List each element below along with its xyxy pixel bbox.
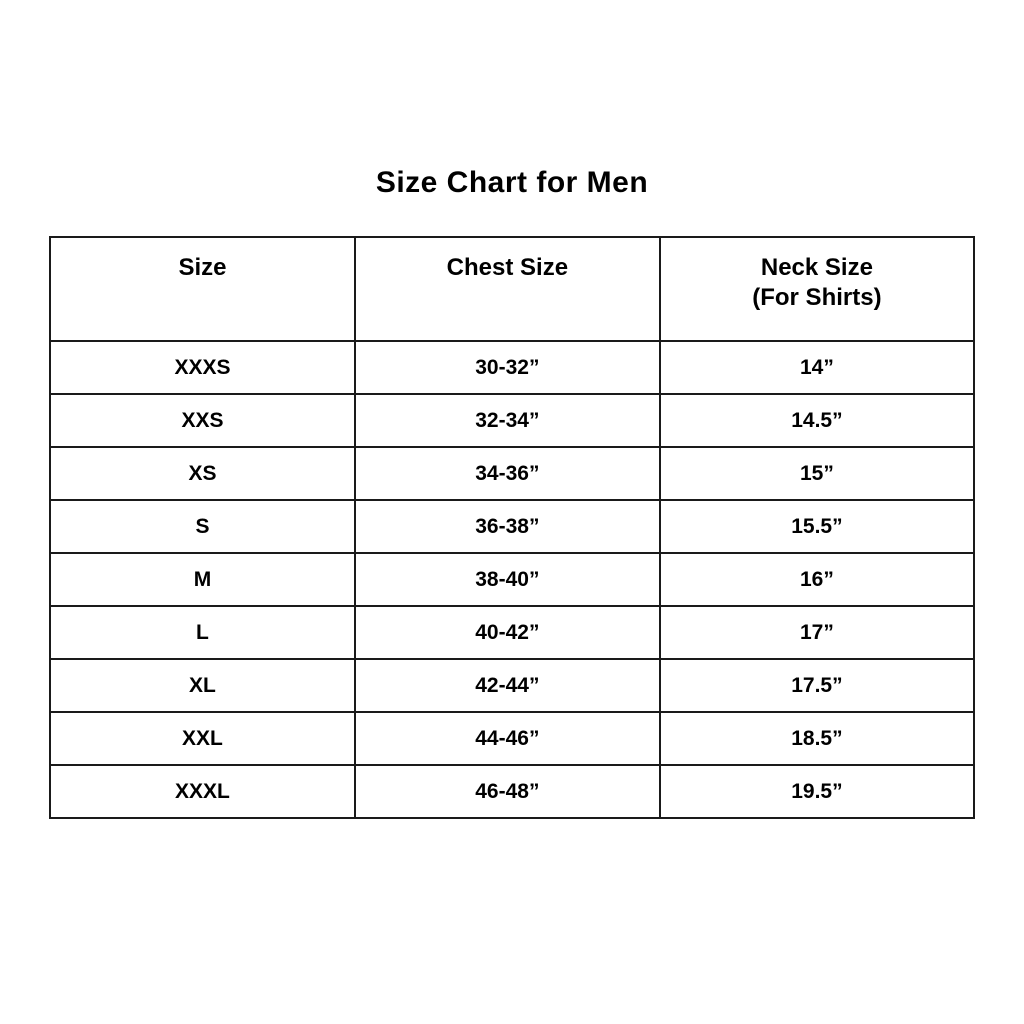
cell-chest-size: 46-48” bbox=[353, 764, 661, 819]
table-row: M 38-40” 16” bbox=[49, 552, 976, 607]
cell-chest-size: 42-44” bbox=[353, 658, 661, 713]
cell-size: L bbox=[49, 605, 356, 660]
table-row: XL 42-44” 17.5” bbox=[49, 658, 976, 713]
cell-chest-size: 38-40” bbox=[353, 552, 661, 607]
page-title: Size Chart for Men bbox=[375, 166, 649, 199]
column-header-neck-sublabel: (For Shirts) bbox=[752, 284, 882, 311]
table-row: XXL 44-46” 18.5” bbox=[49, 711, 976, 766]
size-chart-table: Size Chest Size Neck Size (For Shirts) X… bbox=[49, 236, 976, 819]
cell-size: M bbox=[49, 552, 356, 607]
table-body: XXXS 30-32” 14” XXS 32-34” 14.5” XS 34-3… bbox=[49, 340, 976, 819]
column-header-size: Size bbox=[49, 236, 356, 342]
cell-chest-size: 36-38” bbox=[353, 499, 661, 554]
column-header-neck-label: Neck Size bbox=[760, 254, 873, 281]
cell-neck-size: 17.5” bbox=[658, 658, 976, 713]
table-row: XS 34-36” 15” bbox=[49, 446, 976, 501]
table-row: XXS 32-34” 14.5” bbox=[49, 393, 976, 448]
column-header-size-label: Size bbox=[178, 254, 227, 281]
cell-neck-size: 18.5” bbox=[658, 711, 976, 766]
cell-size: XXS bbox=[49, 393, 356, 448]
cell-chest-size: 44-46” bbox=[353, 711, 661, 766]
cell-neck-size: 19.5” bbox=[658, 764, 976, 819]
cell-neck-size: 14” bbox=[658, 340, 976, 395]
cell-neck-size: 14.5” bbox=[658, 393, 976, 448]
cell-size: XL bbox=[49, 658, 356, 713]
cell-size: XXXL bbox=[49, 764, 356, 819]
column-header-neck-size: Neck Size (For Shirts) bbox=[658, 236, 976, 342]
cell-size: XXXS bbox=[49, 340, 356, 395]
cell-chest-size: 32-34” bbox=[353, 393, 661, 448]
cell-neck-size: 16” bbox=[658, 552, 976, 607]
cell-size: S bbox=[49, 499, 356, 554]
cell-neck-size: 15” bbox=[658, 446, 976, 501]
column-header-chest-label: Chest Size bbox=[446, 254, 569, 281]
cell-chest-size: 40-42” bbox=[353, 605, 661, 660]
cell-chest-size: 34-36” bbox=[353, 446, 661, 501]
column-header-chest-size: Chest Size bbox=[353, 236, 661, 342]
cell-size: XXL bbox=[49, 711, 356, 766]
table-row: XXXS 30-32” 14” bbox=[49, 340, 976, 395]
cell-size: XS bbox=[49, 446, 356, 501]
table-row: S 36-38” 15.5” bbox=[49, 499, 976, 554]
table-row: XXXL 46-48” 19.5” bbox=[49, 764, 976, 819]
cell-neck-size: 15.5” bbox=[658, 499, 976, 554]
cell-neck-size: 17” bbox=[658, 605, 976, 660]
table-row: L 40-42” 17” bbox=[49, 605, 976, 660]
header-row: Size Chest Size Neck Size (For Shirts) bbox=[49, 236, 976, 342]
table-header: Size Chest Size Neck Size (For Shirts) bbox=[49, 236, 976, 342]
cell-chest-size: 30-32” bbox=[353, 340, 661, 395]
